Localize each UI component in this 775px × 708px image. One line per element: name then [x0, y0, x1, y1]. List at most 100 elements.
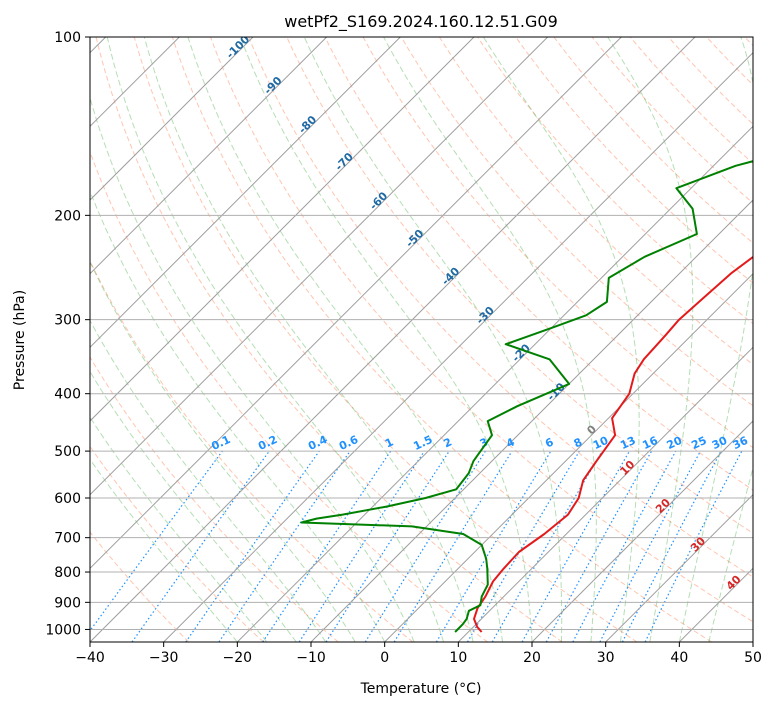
mixing-ratio-label: 3: [478, 435, 490, 450]
mixing-ratio-label: 1.5: [411, 433, 434, 453]
isotherm-line: [605, 493, 753, 642]
dry-adiabat: [515, 37, 753, 284]
isotherm-label: -60: [367, 189, 390, 212]
moist-adiabat: [482, 37, 640, 642]
moist-adiabat: [678, 37, 753, 642]
isotherm-line: [90, 37, 254, 201]
mixing-ratio-line: [218, 450, 351, 642]
x-tick-label: −20: [223, 650, 253, 666]
mixing-ratio-label: 16: [640, 434, 660, 452]
isotherm-line: [90, 37, 401, 349]
y-axis-ticks: 1000 900 800 700 600 500 400 300 200 100: [45, 30, 90, 638]
moist-adiabat: [90, 189, 386, 642]
profiles: [300, 160, 753, 633]
x-tick-label: 50: [744, 650, 762, 666]
isotherm-line: [90, 37, 475, 422]
x-tick-label: 0: [380, 650, 389, 666]
mixing-ratio-label: 0.2: [256, 433, 279, 453]
temperature-profile: [473, 255, 753, 633]
mixing-ratio-label: 36: [731, 434, 751, 452]
moist-adiabat: [143, 37, 474, 642]
moist-adiabat: [90, 416, 268, 642]
dry-adiabat: [90, 445, 264, 642]
mixing-ratio-line: [90, 450, 223, 632]
mixing-ratio-line: [325, 450, 450, 642]
x-tick-label: −40: [75, 650, 105, 666]
dry-adiabat: [248, 37, 753, 578]
isotherm-label: 10: [617, 458, 637, 478]
mixing-ratio-line: [262, 450, 392, 642]
mixing-ratio-label: 0.4: [306, 433, 329, 453]
dry-adiabat: [90, 150, 488, 642]
dry-adiabat: [133, 37, 638, 642]
isotherm-line: [90, 37, 549, 496]
isotherm-line: [90, 37, 622, 570]
mixing-ratio-line: [466, 450, 580, 642]
x-tick-label: −10: [296, 650, 326, 666]
mixing-ratio-line: [131, 450, 270, 642]
moist-adiabat: [187, 37, 503, 642]
mixing-ratio-label: 1: [383, 435, 395, 450]
isotherm-label: -80: [296, 113, 319, 136]
x-tick-label: 30: [597, 650, 615, 666]
mixing-ratio-line: [185, 450, 320, 642]
moist-adiabat: [303, 37, 563, 642]
isotherm-line: [752, 641, 753, 642]
moist-adiabat: [90, 458, 238, 642]
isotherm-line: [531, 420, 753, 642]
background-lines: [90, 37, 753, 642]
y-tick-label: 800: [54, 565, 81, 581]
isotherm-label: -40: [439, 265, 462, 288]
isotherm-line: [457, 346, 753, 642]
mixing-ratio-line: [545, 450, 653, 642]
y-tick-label: 1000: [45, 622, 81, 638]
mixing-ratio-line: [435, 450, 552, 642]
mixing-ratio-line: [298, 450, 425, 642]
dry-adiabat: [90, 356, 339, 642]
isotherm-label: -10: [545, 380, 568, 403]
mixing-ratio-line: [521, 450, 631, 642]
mixing-ratio-line: [572, 450, 677, 642]
x-tick-label: 20: [523, 650, 541, 666]
dry-adiabat: [438, 37, 753, 366]
mixing-ratio-label: 6: [543, 435, 556, 450]
isotherm-line: [90, 37, 696, 642]
mixing-ratio-line: [644, 450, 743, 642]
moist-adiabat: [90, 260, 356, 642]
line-labels: 0.1 0.2 0.4 0.6 1 1.5 2 3 4 6 8 10 13 16 20 25 30 36-100-…: [209, 37, 751, 593]
dry-adiabat: [591, 37, 753, 204]
dry-adiabat: [668, 37, 753, 125]
moist-adiabat: [383, 37, 597, 642]
x-tick-label: −30: [149, 650, 179, 666]
dry-adiabat: [210, 37, 753, 623]
y-axis-label: Pressure (hPa): [12, 290, 28, 390]
isotherm-line: [384, 272, 753, 642]
isotherm-line: [236, 125, 753, 642]
y-tick-label: 400: [54, 387, 81, 403]
dry-adiabat: [90, 259, 414, 642]
y-tick-label: 100: [54, 30, 81, 46]
dry-adiabat: [95, 37, 563, 642]
y-tick-label: 600: [54, 491, 81, 507]
mixing-ratio-label: 0.6: [337, 433, 360, 453]
mixing-ratio-label: 30: [710, 434, 730, 452]
mixing-ratio-label: 0.1: [209, 433, 232, 453]
isotherm-label: -70: [333, 150, 356, 173]
x-tick-label: 40: [670, 650, 688, 666]
isotherm-label: -30: [474, 304, 497, 327]
dry-adiabat: [324, 37, 753, 491]
x-axis-ticks: −40 −30 −20 −10 0 10 20 30 40 50: [75, 642, 762, 666]
y-tick-label: 900: [54, 595, 81, 611]
mixing-ratio-line: [393, 450, 513, 642]
isotherm-line: [310, 199, 753, 642]
moist-adiabat: [607, 37, 694, 642]
moist-adiabat: [90, 370, 297, 642]
mixing-ratio-label: 25: [689, 434, 708, 452]
isotherm-label: 20: [653, 496, 673, 516]
x-tick-label: 10: [449, 650, 467, 666]
isotherm-label: -90: [261, 74, 284, 97]
pressure-gridlines: [90, 37, 753, 630]
dewpoint-profile: [300, 160, 753, 633]
moist-adiabat: [106, 37, 445, 642]
